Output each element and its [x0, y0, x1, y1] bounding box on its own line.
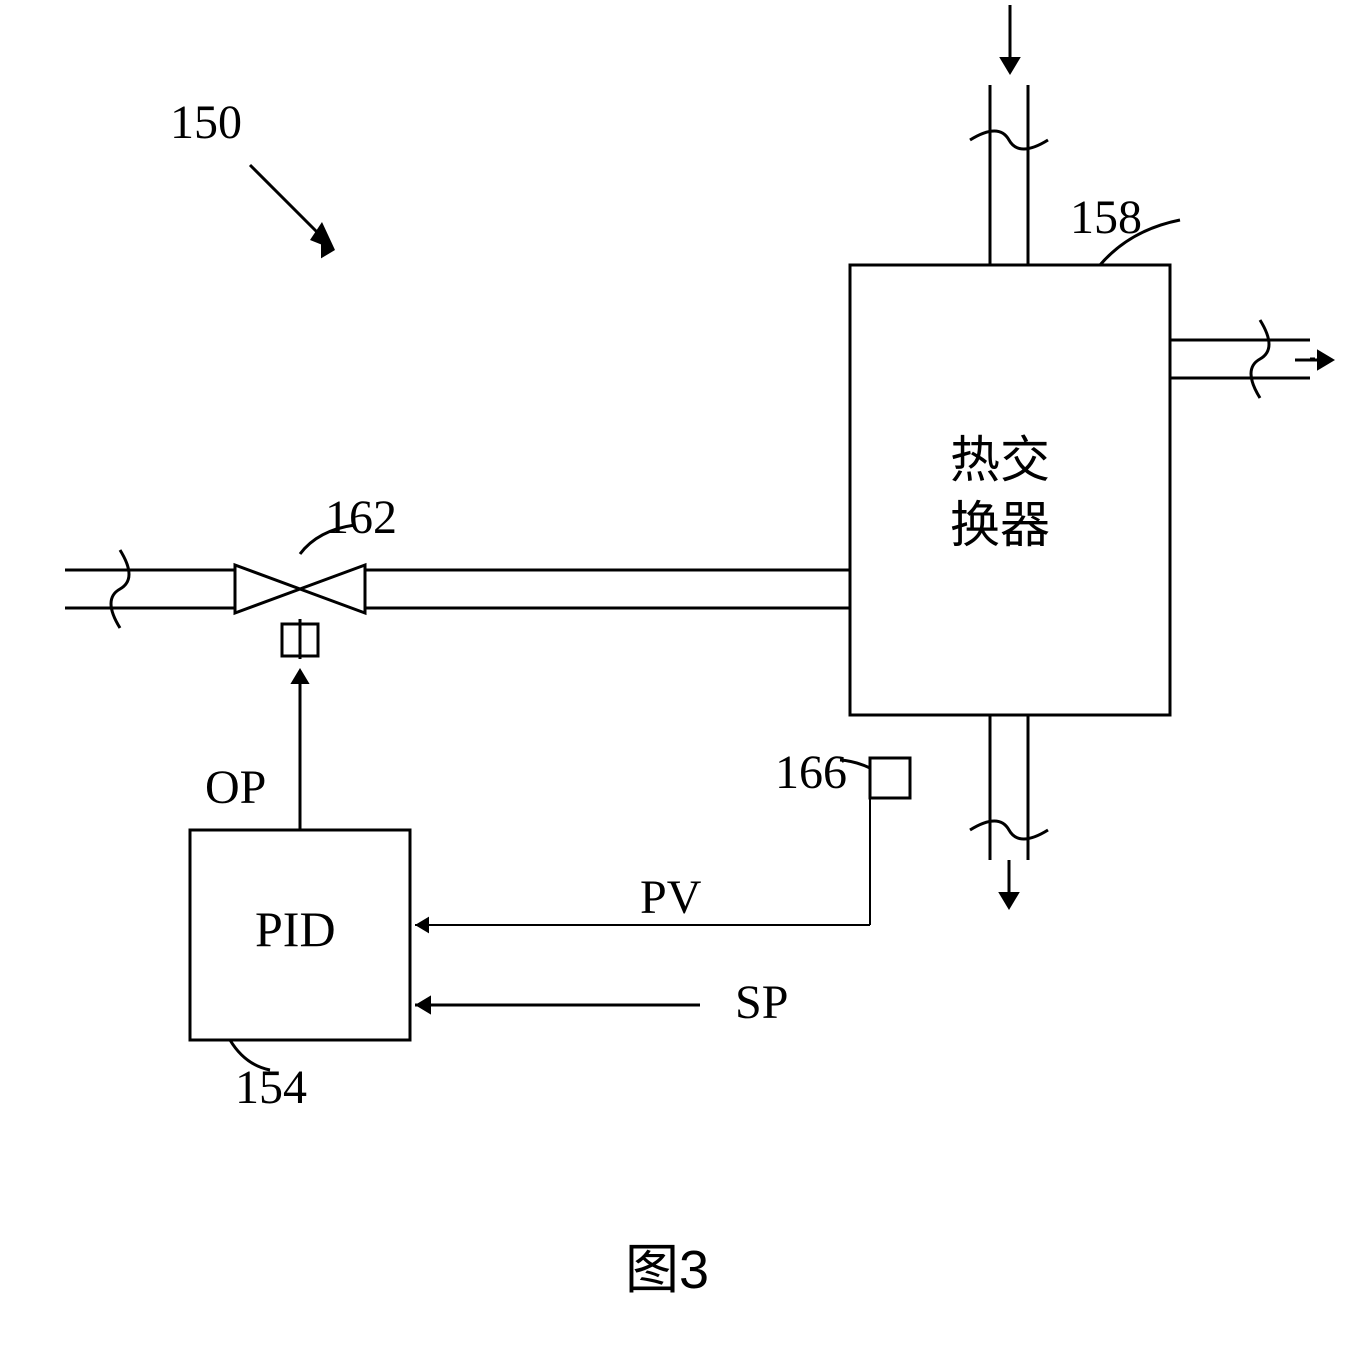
sp-label: SP	[735, 975, 788, 1030]
op-label: OP	[205, 760, 266, 815]
diagram-svg	[0, 0, 1370, 1355]
diagram-stage: 150 158 热交 换器 162 166 PID 154 OP PV SP 图…	[0, 0, 1370, 1355]
heat-exchanger-label-1: 热交	[950, 420, 1050, 492]
figure-label: 图3	[625, 1225, 709, 1304]
valve-ref: 162	[325, 490, 397, 545]
pv-label: PV	[640, 870, 701, 925]
pid-label: PID	[255, 900, 336, 958]
heat-exchanger-ref: 158	[1070, 190, 1142, 245]
system-ref-label: 150	[170, 95, 242, 150]
sensor-ref: 166	[775, 745, 847, 800]
pid-ref: 154	[235, 1060, 307, 1115]
heat-exchanger-label-2: 换器	[950, 485, 1050, 557]
